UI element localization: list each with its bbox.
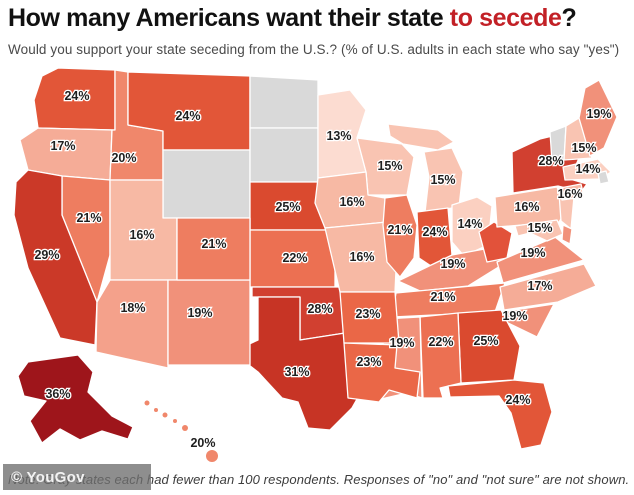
title-prefix: How many Americans want their state <box>8 4 450 32</box>
state-hi-island-4 <box>182 425 188 431</box>
state-label-ms: 19% <box>389 336 414 350</box>
state-label-il: 21% <box>387 223 412 237</box>
state-label-az: 18% <box>120 301 145 315</box>
state-al <box>419 312 462 399</box>
state-md <box>514 219 564 242</box>
state-label-mi: 15% <box>430 173 455 187</box>
state-label-mt: 24% <box>175 109 200 123</box>
state-label-ia: 16% <box>339 195 364 209</box>
state-label-tx: 31% <box>284 365 309 379</box>
state-label-nm: 19% <box>187 306 212 320</box>
state-ct <box>559 183 585 201</box>
state-hi-island-3 <box>173 419 177 423</box>
state-label-nc: 17% <box>527 279 552 293</box>
state-ak <box>17 354 134 444</box>
state-hi-island-1 <box>154 408 158 412</box>
state-label-wi: 15% <box>377 159 402 173</box>
figure-header: How many Americans want their state to s… <box>8 4 626 57</box>
state-nc <box>499 263 597 311</box>
state-label-ky: 19% <box>440 257 465 271</box>
state-va <box>496 236 585 284</box>
state-label-ny: 28% <box>538 154 563 168</box>
state-label-fl: 24% <box>505 393 530 407</box>
state-il <box>382 194 418 278</box>
state-label-ks: 22% <box>282 251 307 265</box>
state-label-hi: 20% <box>190 436 215 450</box>
state-label-la: 23% <box>356 355 381 369</box>
state-me <box>578 79 618 157</box>
state-label-ok: 28% <box>307 302 332 316</box>
state-label-ga: 25% <box>473 334 498 348</box>
state-label-ca: 29% <box>34 248 59 262</box>
state-hi-island-5 <box>206 450 218 462</box>
state-label-va: 19% <box>520 246 545 260</box>
state-la <box>343 342 421 403</box>
state-hi-island-2 <box>162 412 168 418</box>
state-label-ut: 16% <box>129 228 154 242</box>
state-label-or: 17% <box>50 139 75 153</box>
state-label-in: 24% <box>422 225 447 239</box>
title-highlight: to secede <box>449 4 562 32</box>
state-co <box>176 217 251 281</box>
state-az <box>95 279 169 369</box>
state-label-ak: 36% <box>45 387 70 401</box>
title-suffix: ? <box>561 4 577 32</box>
state-label-id: 20% <box>111 151 136 165</box>
state-ar <box>339 291 400 344</box>
state-label-oh: 14% <box>457 217 482 231</box>
yougov-watermark: © YouGov <box>3 464 151 490</box>
state-label-me: 19% <box>586 107 611 121</box>
state-label-ct: 16% <box>557 187 582 201</box>
state-label-wa: 24% <box>64 89 89 103</box>
state-label-ar: 23% <box>355 307 380 321</box>
state-nm <box>167 279 251 366</box>
state-hi-island-0 <box>144 400 150 406</box>
page-title: How many Americans want their state to s… <box>8 4 626 33</box>
state-label-md: 15% <box>527 221 552 235</box>
state-label-al: 22% <box>428 335 453 349</box>
state-nd <box>249 75 319 129</box>
state-ri <box>597 170 610 185</box>
state-label-sc: 19% <box>502 309 527 323</box>
state-fl <box>447 379 553 450</box>
footnote: Note: Gray states each had fewer than 10… <box>8 472 630 487</box>
state-label-co: 21% <box>201 237 226 251</box>
state-label-ne: 25% <box>275 200 300 214</box>
state-label-mo: 16% <box>349 250 374 264</box>
state-wv <box>478 221 513 263</box>
state-de <box>561 224 573 245</box>
state-label-ma: 14% <box>575 162 600 176</box>
state-label-nh: 15% <box>571 141 596 155</box>
state-wy <box>162 149 251 219</box>
state-label-mn: 13% <box>326 129 351 143</box>
state-ca <box>13 169 98 346</box>
state-label-pa: 16% <box>514 200 539 214</box>
state-label-tn: 21% <box>430 290 455 304</box>
state-label-nv: 21% <box>76 211 101 225</box>
state-sd <box>249 127 319 183</box>
figure-subtitle: Would you support your state seceding fr… <box>8 41 620 57</box>
state-nh <box>563 117 593 161</box>
